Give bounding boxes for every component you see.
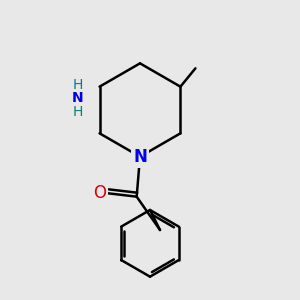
Text: H: H (73, 78, 83, 92)
Text: N: N (72, 91, 84, 105)
Text: H: H (73, 105, 83, 119)
Text: N: N (133, 148, 147, 166)
Text: O: O (94, 184, 106, 202)
